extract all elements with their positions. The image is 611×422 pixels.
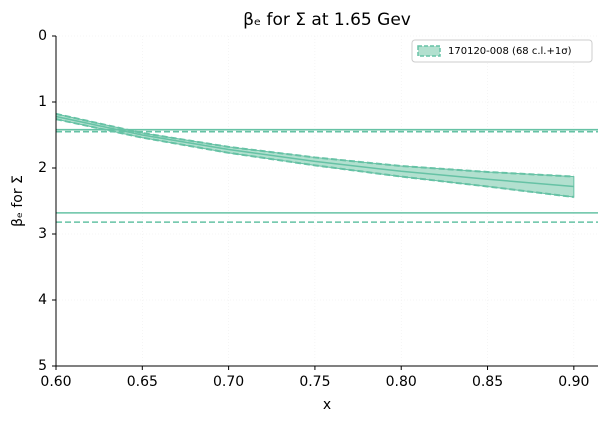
x-axis-label: x: [323, 397, 331, 413]
line: [55, 115, 574, 188]
x-tick-label: 0.70: [213, 374, 244, 390]
x-tick-label: 0.85: [472, 374, 503, 390]
y-tick-label: 4: [38, 292, 47, 308]
y-tick-label: 3: [38, 226, 47, 242]
x-tick-label: 0.80: [386, 374, 417, 390]
x-tick-label: 0.60: [40, 374, 71, 390]
x-tick-label: 0.90: [558, 374, 589, 390]
y-tick-label: 1: [38, 94, 47, 110]
y-tick-label: 5: [38, 358, 47, 374]
x-tick-label: 0.75: [299, 374, 330, 390]
legend-swatch: [417, 45, 441, 57]
band-edge: [55, 118, 574, 199]
y-tick-label: 2: [38, 160, 47, 176]
legend-box: [411, 39, 593, 63]
chart-title: βₑ for Σ at 1.65 Gev: [243, 10, 411, 30]
band-edge: [55, 112, 574, 178]
y-axis-label: βₑ for Σ: [10, 175, 26, 227]
x-tick-label: 0.65: [127, 374, 158, 390]
y-tick-label: 0: [38, 28, 47, 44]
legend-label: 170120-008 (68 c.l.+1σ): [448, 46, 572, 57]
